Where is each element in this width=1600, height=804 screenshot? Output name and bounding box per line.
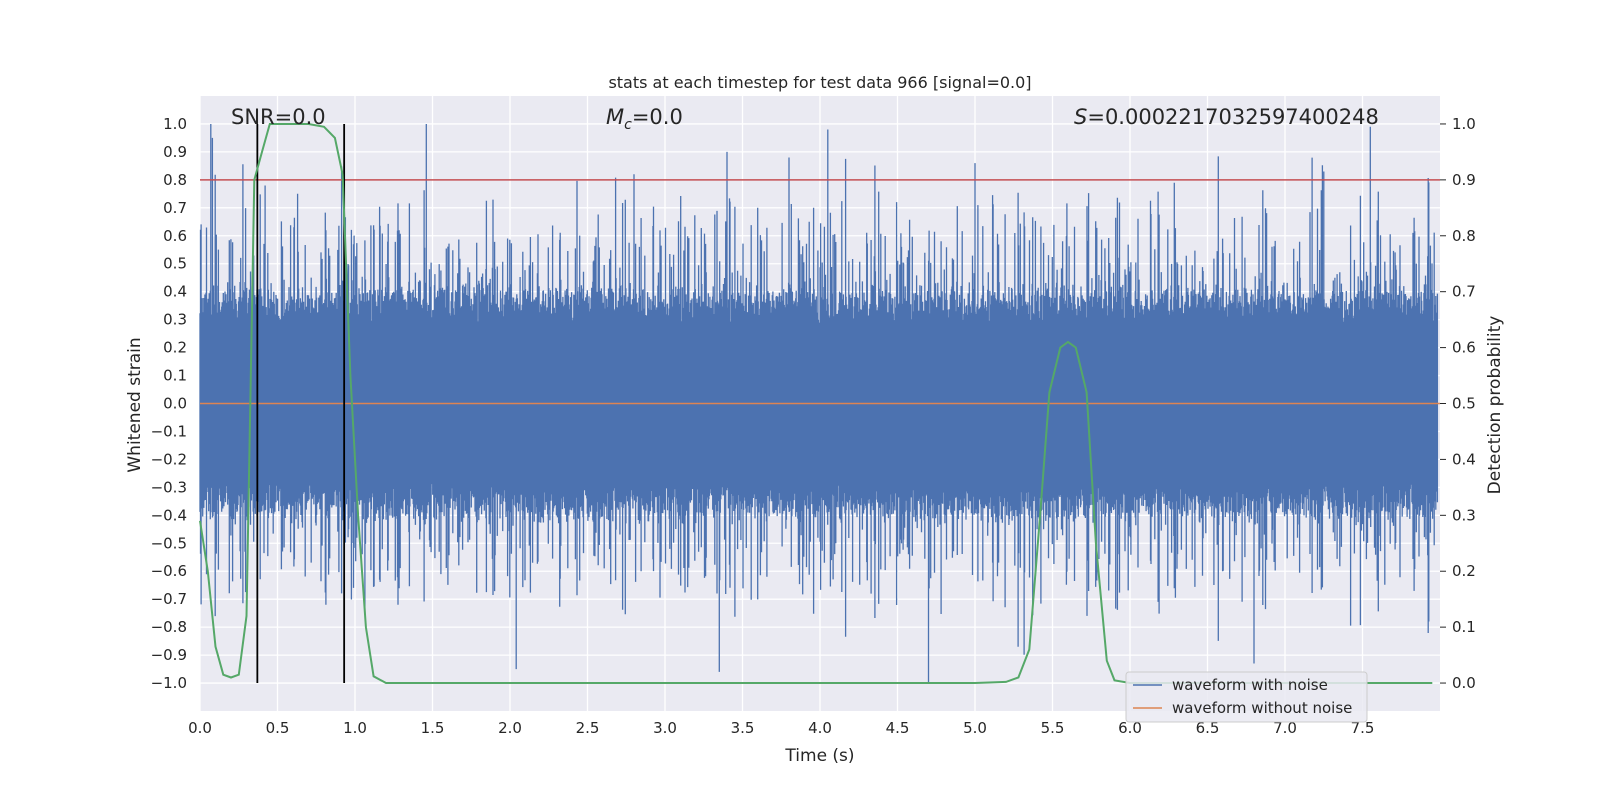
y2-tick-label: 0.0 bbox=[1452, 674, 1476, 692]
chart-title: stats at each timestep for test data 966… bbox=[608, 73, 1031, 92]
x-tick-label: 4.0 bbox=[808, 719, 832, 737]
y-tick-label: −0.6 bbox=[151, 562, 187, 580]
y-tick-label: 0.4 bbox=[163, 283, 187, 301]
y-tick-label: −0.2 bbox=[151, 450, 187, 468]
y-tick-label: −0.5 bbox=[151, 534, 187, 552]
y-tick-label: 0.3 bbox=[163, 311, 187, 329]
y-tick-label: 0.8 bbox=[163, 171, 187, 189]
y2-axis-label: Detection probability bbox=[1485, 316, 1505, 495]
y-tick-label: −1.0 bbox=[151, 674, 187, 692]
mc-symbol: M bbox=[606, 105, 624, 129]
y-tick-label: 1.0 bbox=[163, 115, 187, 133]
legend-label-waveform-with-noise: waveform with noise bbox=[1172, 676, 1328, 694]
x-tick-label: 2.0 bbox=[498, 719, 522, 737]
legend-box bbox=[1125, 671, 1368, 723]
x-tick-label: 0.5 bbox=[266, 719, 290, 737]
y-tick-label: 0.5 bbox=[163, 255, 187, 273]
y2-tick-label: 0.5 bbox=[1452, 395, 1476, 413]
y-tick-label: 0.9 bbox=[163, 143, 187, 161]
y-tick-label: −0.7 bbox=[151, 590, 187, 608]
x-tick-label: 5.0 bbox=[963, 719, 987, 737]
y-tick-label: 0.0 bbox=[163, 395, 187, 413]
x-tick-label: 7.0 bbox=[1273, 719, 1297, 737]
y2-tick-label: 0.6 bbox=[1452, 339, 1476, 357]
y-tick-label: −0.1 bbox=[151, 422, 187, 440]
x-tick-label: 5.5 bbox=[1041, 719, 1065, 737]
x-tick-label: 4.5 bbox=[886, 719, 910, 737]
x-tick-label: 6.0 bbox=[1118, 719, 1142, 737]
legend: waveform with noise waveform without noi… bbox=[1125, 671, 1368, 723]
y2-tick-label: 0.2 bbox=[1452, 562, 1476, 580]
series-detection-probability bbox=[199, 123, 1433, 684]
x-tick-label: 1.5 bbox=[421, 719, 445, 737]
x-tick-label: 3.5 bbox=[731, 719, 755, 737]
legend-label-waveform-without-noise: waveform without noise bbox=[1172, 699, 1352, 717]
y2-tick-label: 0.4 bbox=[1452, 450, 1476, 468]
x-axis-label: Time (s) bbox=[784, 746, 854, 766]
y-tick-label: 0.7 bbox=[163, 199, 187, 217]
snr-annotation: SNR=0.0 bbox=[231, 105, 326, 129]
x-tick-label: 7.5 bbox=[1351, 719, 1375, 737]
s-annotation: S=0.0002217032597400248 bbox=[1074, 105, 1379, 129]
mc-subscript: c bbox=[624, 117, 632, 133]
y2-ticks: 1.0 0.9 0.8 0.7 0.6 0.5 0.4 0.3 0.2 0.1 0.0 bbox=[1440, 115, 1476, 692]
x-tick-label: 2.5 bbox=[576, 719, 600, 737]
y-tick-label: −0.4 bbox=[151, 506, 187, 524]
mc-annotation: Mc=0.0 bbox=[606, 105, 683, 133]
y2-tick-label: 1.0 bbox=[1452, 115, 1476, 133]
plot-area bbox=[199, 123, 1440, 684]
x-tick-label: 6.5 bbox=[1196, 719, 1220, 737]
s-value: =0.0002217032597400248 bbox=[1087, 105, 1379, 129]
y2-tick-label: 0.9 bbox=[1452, 171, 1476, 189]
y-tick-label: 0.6 bbox=[163, 227, 187, 245]
y-ticks: 1.0 0.9 0.8 0.7 0.6 0.5 0.4 0.3 0.2 0.1 0.0 −0.1 −0.… bbox=[151, 115, 187, 692]
y-tick-label: 0.2 bbox=[163, 339, 187, 357]
x-ticks: 0.0 0.5 1.0 1.5 2.0 2.5 3.0 3.5 4.0 4.5 5.0 5.5 6.0 6… bbox=[188, 719, 1374, 737]
y2-tick-label: 0.8 bbox=[1452, 227, 1476, 245]
s-symbol: S bbox=[1074, 105, 1087, 129]
y-axis-label: Whitened strain bbox=[125, 337, 145, 472]
y-tick-label: 0.1 bbox=[163, 367, 187, 385]
y-tick-label: −0.9 bbox=[151, 646, 187, 664]
y-tick-label: −0.8 bbox=[151, 618, 187, 636]
x-tick-label: 3.0 bbox=[653, 719, 677, 737]
y2-tick-label: 0.1 bbox=[1452, 618, 1476, 636]
y2-tick-label: 0.7 bbox=[1452, 283, 1476, 301]
x-tick-label: 0.0 bbox=[188, 719, 212, 737]
y-tick-label: −0.3 bbox=[151, 478, 187, 496]
y2-tick-label: 0.3 bbox=[1452, 506, 1476, 524]
x-tick-label: 1.0 bbox=[343, 719, 367, 737]
mc-value: =0.0 bbox=[632, 105, 683, 129]
